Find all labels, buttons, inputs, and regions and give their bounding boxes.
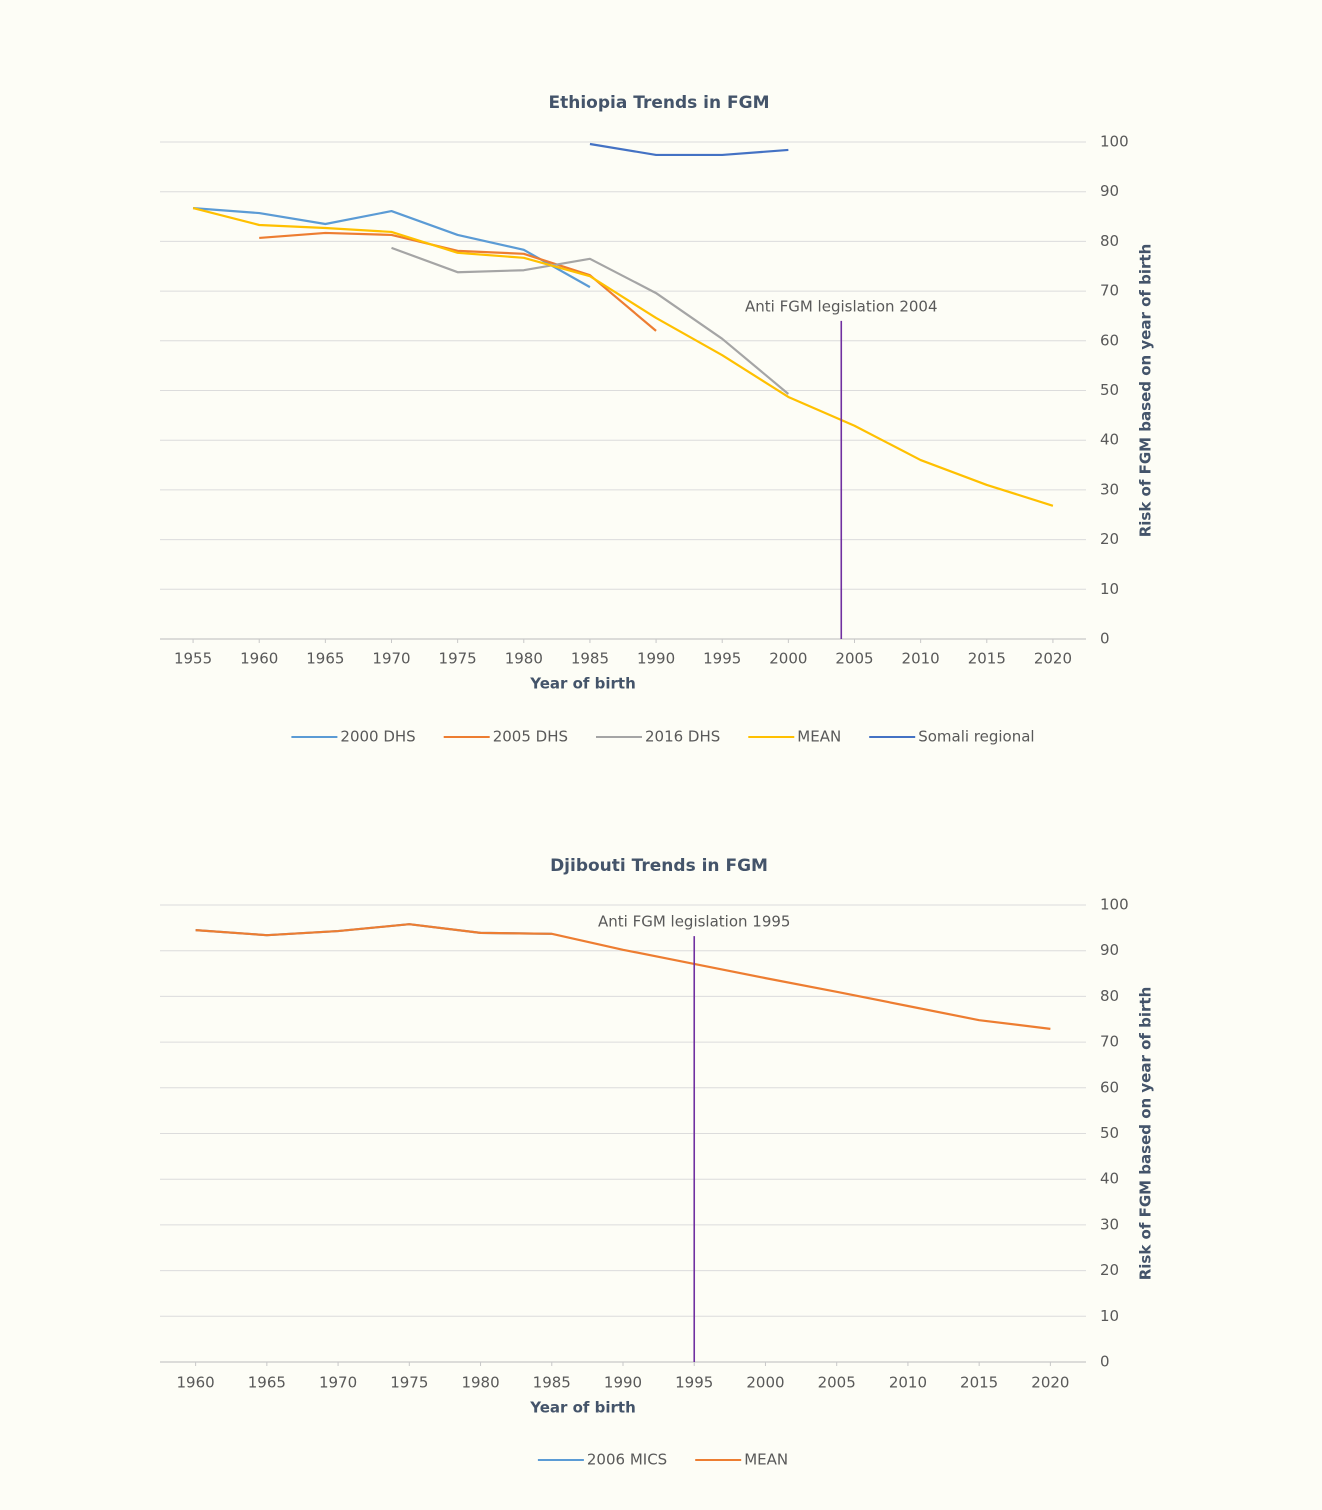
legend-label: MEAN xyxy=(797,728,841,746)
series-line xyxy=(195,923,1051,1030)
x-tick-label: 1985 xyxy=(571,650,609,668)
x-tick-label: 1970 xyxy=(319,1374,357,1392)
legend-label: MEAN xyxy=(744,1451,788,1469)
y-tick-label: 60 xyxy=(1100,331,1119,349)
y-tick-label: 10 xyxy=(1100,1307,1119,1325)
x-tick-label: 1970 xyxy=(372,650,410,668)
y-tick-label: 30 xyxy=(1100,480,1119,498)
x-tick-label: 2005 xyxy=(835,650,873,668)
legend-label: 2006 MICS xyxy=(587,1451,667,1469)
y-tick-label: 70 xyxy=(1100,1033,1119,1051)
x-tick-label: 2015 xyxy=(968,650,1006,668)
y-tick-label: 0 xyxy=(1100,1353,1110,1371)
x-tick-label: 2000 xyxy=(769,650,807,668)
series-line xyxy=(391,246,790,395)
x-tick-label: 2020 xyxy=(1034,650,1072,668)
x-tick-label: 1975 xyxy=(439,650,477,668)
y-tick-label: 50 xyxy=(1100,1124,1119,1142)
legend: 2000 DHS 2005 DHS 2016 DHS MEAN Somali regio… xyxy=(291,728,1035,746)
y-tick-label: 60 xyxy=(1100,1078,1119,1096)
x-tick-label: 1995 xyxy=(675,1374,713,1392)
legend-label: 2016 DHS xyxy=(645,728,720,746)
x-tick-label: 1975 xyxy=(390,1374,428,1392)
x-tick-label: 1990 xyxy=(604,1374,642,1392)
y-tick-label: 100 xyxy=(1100,896,1129,914)
x-tick-label: 1990 xyxy=(637,650,675,668)
legend-label: Somali regional xyxy=(918,728,1034,746)
background xyxy=(6,8,1316,1502)
series-line xyxy=(589,142,789,157)
y-tick-label: 80 xyxy=(1100,232,1119,250)
y-tick-label: 0 xyxy=(1100,630,1110,648)
y-axis-label: Risk of FGM based on year of birth xyxy=(1137,244,1155,538)
y-tick-label: 30 xyxy=(1100,1215,1119,1233)
x-tick-label: 2005 xyxy=(818,1374,856,1392)
chart-title: Djibouti Trends in FGM xyxy=(550,856,768,876)
x-tick-label: 1995 xyxy=(703,650,741,668)
x-tick-label: 2020 xyxy=(1031,1374,1069,1392)
x-axis-label: Year of birth xyxy=(529,1399,636,1417)
y-tick-label: 90 xyxy=(1100,182,1119,200)
x-tick-label: 1980 xyxy=(461,1374,499,1392)
y-axis-label: Risk of FGM based on year of birth xyxy=(1137,987,1155,1281)
x-tick-label: 2010 xyxy=(889,1374,927,1392)
y-tick-label: 40 xyxy=(1100,1170,1119,1188)
y-tick-label: 20 xyxy=(1100,1261,1119,1279)
series-line xyxy=(192,207,1054,507)
legend-label: 2005 DHS xyxy=(493,728,568,746)
y-tick-label: 100 xyxy=(1100,133,1129,151)
y-tick-label: 10 xyxy=(1100,580,1119,598)
chart-title: Ethiopia Trends in FGM xyxy=(548,93,769,113)
x-tick-label: 1965 xyxy=(306,650,344,668)
series-line xyxy=(192,207,591,289)
x-tick-label: 1960 xyxy=(177,1374,215,1392)
x-tick-label: 1955 xyxy=(174,650,212,668)
y-tick-label: 20 xyxy=(1100,530,1119,548)
x-axis-label: Year of birth xyxy=(529,675,636,693)
x-tick-label: 1985 xyxy=(533,1374,571,1392)
legend: 2006 MICS MEAN xyxy=(537,1451,788,1469)
y-tick-label: 50 xyxy=(1100,381,1119,399)
annotation-text: Anti FGM legislation 2004 xyxy=(745,297,937,315)
y-tick-label: 70 xyxy=(1100,282,1119,300)
x-tick-label: 1960 xyxy=(240,650,278,668)
x-tick-label: 1980 xyxy=(505,650,543,668)
annotation-text: Anti FGM legislation 1995 xyxy=(598,913,790,931)
x-tick-label: 2010 xyxy=(902,650,940,668)
y-tick-label: 90 xyxy=(1100,941,1119,959)
legend-label: 2000 DHS xyxy=(340,728,415,746)
y-tick-label: 80 xyxy=(1100,987,1119,1005)
y-tick-label: 40 xyxy=(1100,431,1119,449)
x-tick-label: 2015 xyxy=(960,1374,998,1392)
x-tick-label: 2000 xyxy=(746,1374,784,1392)
x-tick-label: 1965 xyxy=(248,1374,286,1392)
